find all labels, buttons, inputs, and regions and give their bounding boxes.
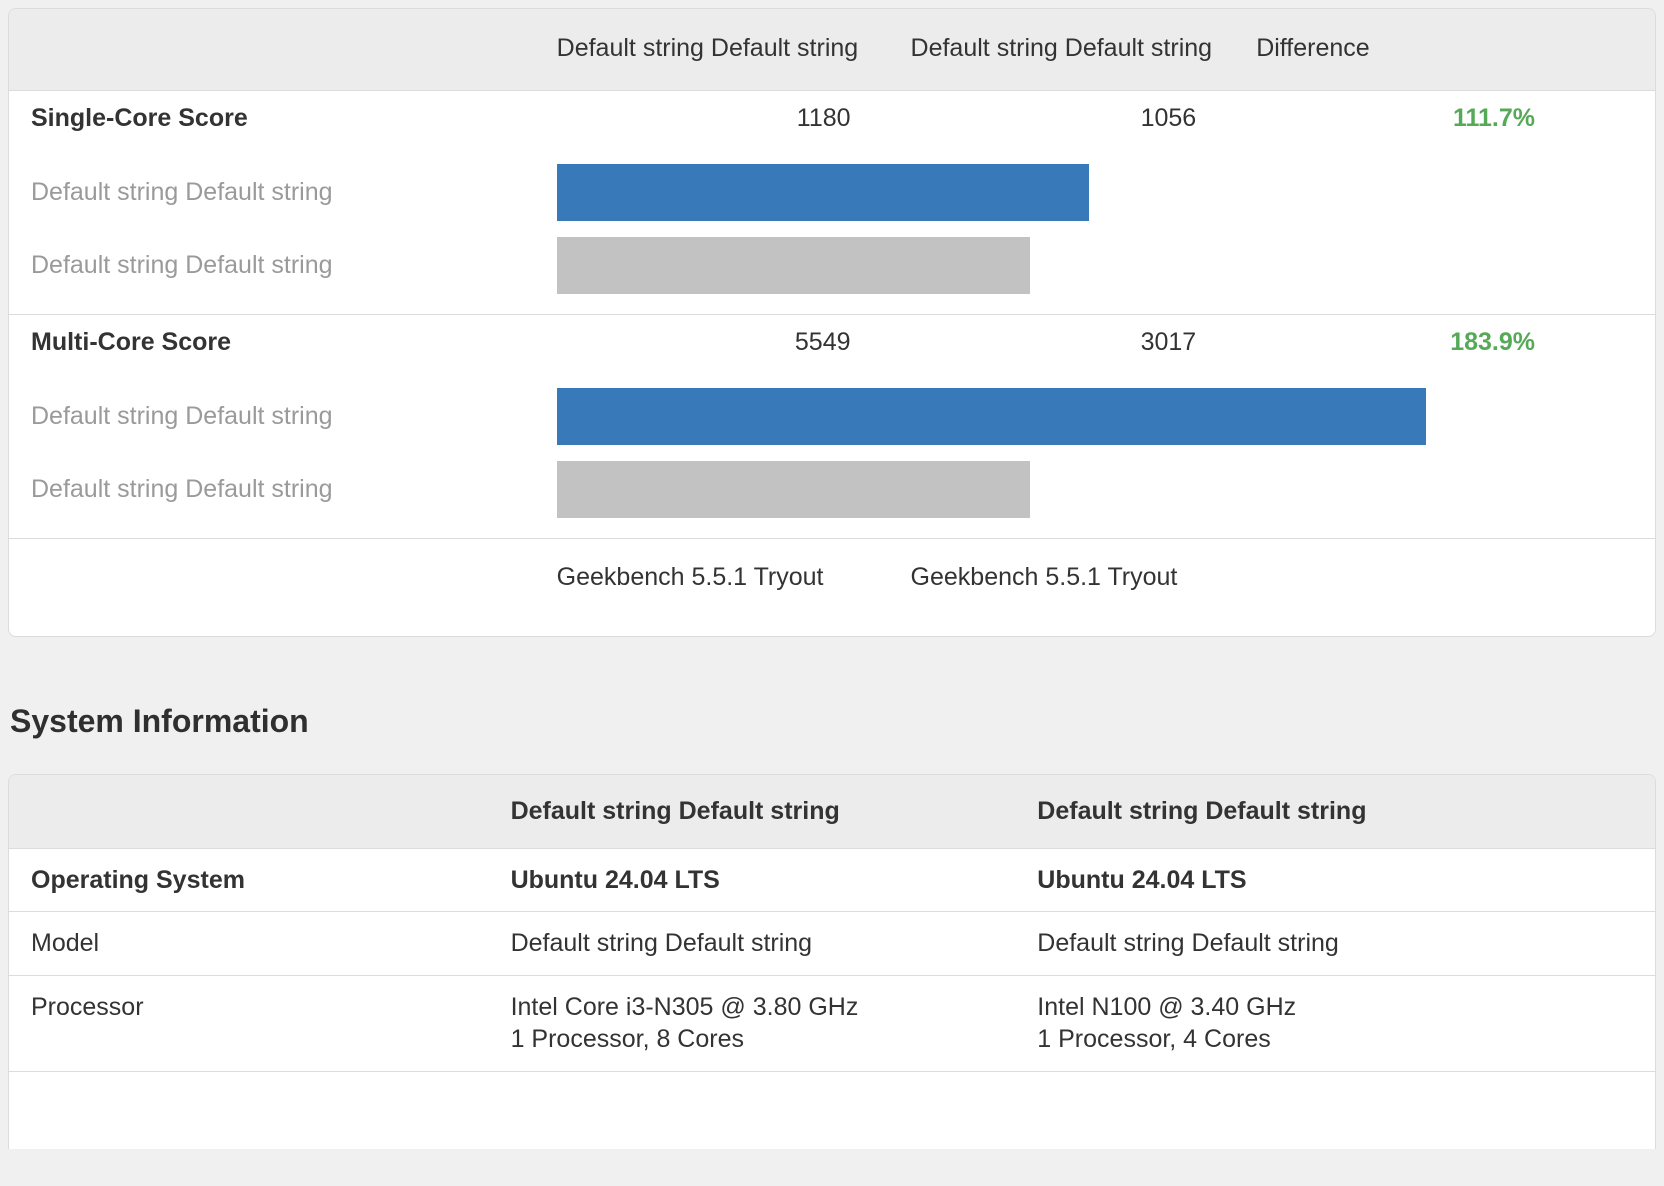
header-difference: Difference (1240, 9, 1655, 91)
comparison-header-row: Default string Default string Default st… (9, 9, 1655, 91)
single-core-bar1-label: Default string Default string (31, 177, 333, 206)
processor-row: Processor Intel Core i3-N305 @ 3.80 GHz … (9, 974, 1655, 1072)
single-core-difference-value: 111.7% (1240, 89, 1655, 146)
multi-core-bar-system2 (556, 460, 1030, 518)
multi-core-bar2-cell (541, 453, 1655, 539)
model-value-system1: Default string Default string (494, 911, 1022, 976)
single-core-bar-row-system2: Default string Default string (9, 229, 1655, 315)
model-value-system2: Default string Default string (1021, 911, 1655, 976)
footer-empty-cell (9, 537, 541, 636)
multi-core-bar-system1 (556, 387, 1426, 445)
system-information-heading: System Information (10, 702, 309, 739)
multi-core-bar-row-system1: Default string Default string (9, 370, 1655, 453)
benchmark-comparison-card: Default string Default string Default st… (8, 8, 1656, 637)
multi-core-bar1-cell (541, 370, 1655, 453)
single-core-score-system2: 1056 (894, 89, 1241, 146)
processor-label: Processor (9, 974, 495, 1072)
operating-system-label: Operating System (9, 847, 495, 912)
single-core-score-row: Single-Core Score 1180 1056 111.7% (9, 89, 1655, 146)
benchmark-version-row: Geekbench 5.5.1 Tryout Geekbench 5.5.1 T… (9, 537, 1655, 636)
multi-core-score-row: Multi-Core Score 5549 3017 183.9% (9, 313, 1655, 370)
model-row: Model Default string Default string Defa… (9, 911, 1655, 976)
multi-core-difference-value: 183.9% (1240, 313, 1655, 370)
single-core-bar1-cell (541, 146, 1655, 229)
processor-value-system1: Intel Core i3-N305 @ 3.80 GHz 1 Processo… (494, 974, 1022, 1072)
header-system2: Default string Default string (894, 9, 1241, 91)
header-empty-cell (9, 9, 541, 91)
model-label: Model (9, 911, 495, 976)
single-core-bar-row-system1: Default string Default string (9, 146, 1655, 229)
truncated-row (9, 1070, 1655, 1150)
multi-core-score-system2: 3017 (894, 313, 1241, 370)
header-system1: Default string Default string (540, 9, 895, 91)
footer-empty-cell-2 (1240, 537, 1655, 636)
multi-core-score-system1: 5549 (540, 313, 895, 370)
operating-system-value-system2: Ubuntu 24.04 LTS (1021, 847, 1655, 912)
single-core-score-system1: 1180 (540, 89, 895, 146)
benchmark-version-system2: Geekbench 5.5.1 Tryout (894, 537, 1241, 636)
single-core-metric-label: Single-Core Score (9, 89, 541, 146)
sysinfo-header-system1: Default string Default string (494, 774, 1022, 849)
page: Default string Default string Default st… (8, 8, 1656, 1150)
system-information-card: Default string Default string Default st… (8, 773, 1656, 1150)
multi-core-bar-row-system2: Default string Default string (9, 453, 1655, 539)
single-core-bar-system2 (556, 236, 1030, 294)
system-info-header-row: Default string Default string Default st… (9, 774, 1655, 849)
multi-core-metric-label: Multi-Core Score (9, 313, 541, 370)
sysinfo-header-empty-cell (9, 774, 495, 849)
operating-system-value-system1: Ubuntu 24.04 LTS (494, 847, 1022, 912)
multi-core-bar2-label: Default string Default string (31, 474, 333, 503)
benchmark-version-system1: Geekbench 5.5.1 Tryout (540, 537, 895, 636)
benchmark-comparison-table: Default string Default string Default st… (9, 9, 1655, 636)
operating-system-row: Operating System Ubuntu 24.04 LTS Ubuntu… (9, 847, 1655, 912)
multi-core-bar1-label: Default string Default string (31, 401, 333, 430)
system-information-table: Default string Default string Default st… (9, 774, 1655, 1150)
processor-value-system2: Intel N100 @ 3.40 GHz 1 Processor, 4 Cor… (1021, 974, 1655, 1072)
sysinfo-header-system2: Default string Default string (1021, 774, 1655, 849)
single-core-bar2-cell (541, 229, 1655, 315)
single-core-bar2-label: Default string Default string (31, 250, 333, 279)
single-core-bar-system1 (556, 163, 1090, 221)
